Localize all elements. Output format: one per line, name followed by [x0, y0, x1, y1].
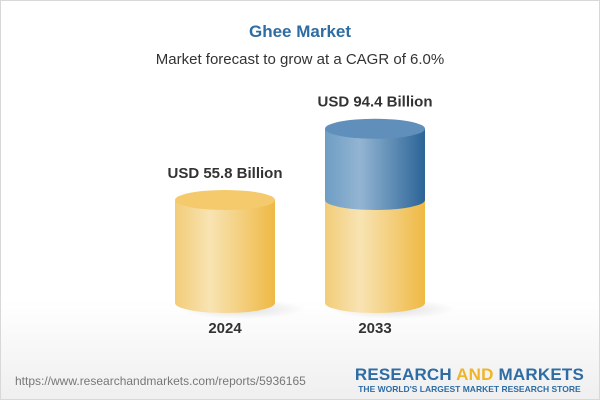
source-url[interactable]: https://www.researchandmarkets.com/repor… — [15, 374, 306, 388]
logo-text: RESEARCH — [354, 365, 457, 384]
logo-text-and: AND — [456, 365, 494, 384]
logo-tagline: THE WORLD'S LARGEST MARKET RESEARCH STOR… — [358, 384, 581, 394]
category-label: 2033 — [358, 320, 391, 337]
bar-2033-growth-top — [325, 118, 425, 139]
data-label: USD 55.8 Billion — [167, 165, 282, 182]
bar-2033-growth — [325, 128, 425, 210]
research-and-markets-logo: RESEARCH AND MARKETS THE WORLD'S LARGEST… — [355, 366, 584, 395]
data-label: USD 94.4 Billion — [317, 94, 432, 111]
chart-title: Ghee Market — [248, 22, 352, 41]
bar-2024-top — [175, 190, 275, 210]
bar-2024 — [175, 200, 275, 313]
category-label: 2024 — [208, 320, 242, 337]
logo-text: MARKETS — [493, 365, 584, 384]
bar-2033-base — [325, 200, 425, 313]
chart-subtitle: Market forecast to grow at a CAGR of 6.0… — [155, 51, 445, 68]
